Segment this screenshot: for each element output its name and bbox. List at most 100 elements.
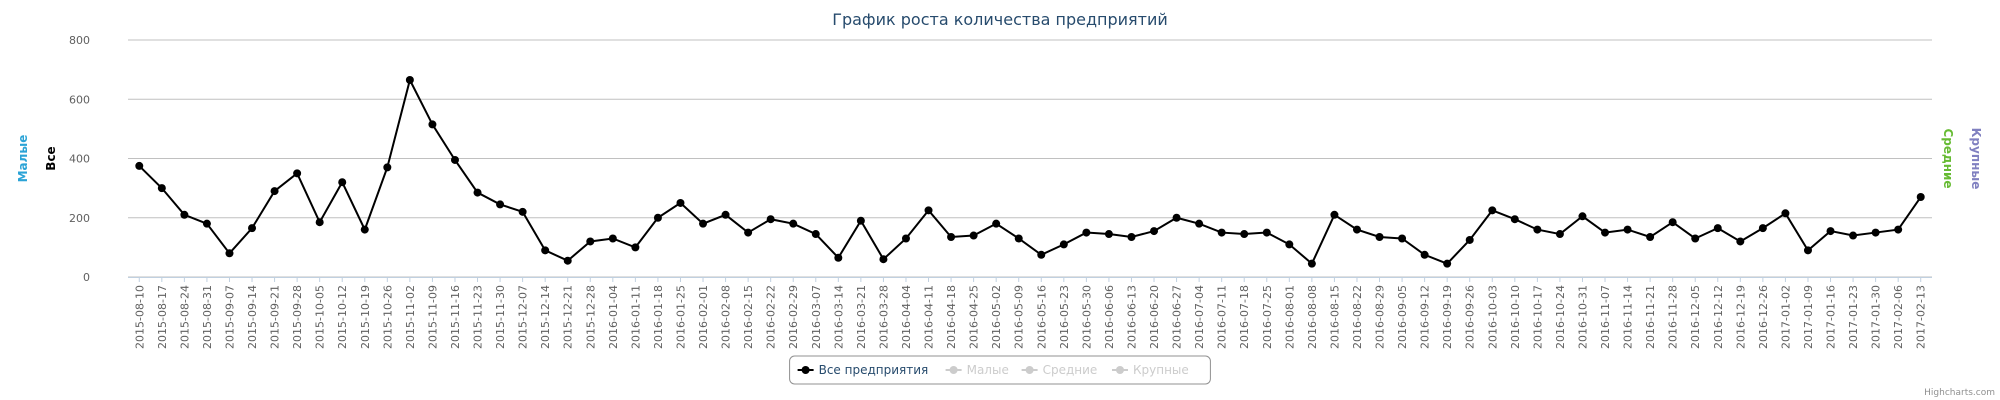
legend-marker (949, 366, 958, 374)
point (744, 228, 753, 237)
point (1668, 218, 1677, 227)
y-tick-label: 400 (69, 153, 90, 166)
point (699, 219, 708, 228)
x-tick-label: 2015-09-07 (223, 285, 236, 349)
x-tick-label: 2016-06-06 (1103, 285, 1116, 349)
point (293, 169, 302, 178)
x-tick-label: 2016-04-11 (923, 285, 936, 349)
point (338, 178, 347, 187)
point (789, 219, 798, 228)
x-tick-label: 2015-12-14 (539, 285, 552, 349)
point (1330, 210, 1339, 219)
x-tick-label: 2016-05-09 (1013, 285, 1026, 349)
legend-marker (1116, 366, 1124, 374)
x-tick-label: 2015-11-02 (404, 285, 417, 349)
point (947, 233, 956, 242)
x-tick-label: 2015-09-14 (246, 285, 259, 349)
legend-item[interactable]: Малые (945, 363, 1009, 377)
point (1578, 212, 1587, 221)
point (1014, 234, 1023, 243)
x-tick-label: 2015-11-16 (449, 285, 462, 349)
point (1601, 228, 1610, 237)
x-tick-label: 2016-04-04 (900, 285, 913, 349)
x-tick-label: 2016-06-20 (1148, 285, 1161, 349)
point (1916, 193, 1925, 202)
legend-item[interactable]: Крупные (1112, 363, 1189, 377)
x-tick-label: 2015-12-21 (562, 285, 575, 349)
y-axis-title: Малые (16, 135, 30, 183)
x-tick-label: 2016-12-05 (1689, 285, 1702, 349)
point (1849, 231, 1858, 240)
x-tick-label: 2016-12-26 (1757, 285, 1770, 349)
point (1623, 225, 1632, 234)
x-tick-label: 2015-08-17 (156, 285, 169, 349)
legend-box (789, 355, 1211, 385)
point (676, 198, 685, 207)
legend-item[interactable]: Средние (1021, 363, 1098, 377)
y-tick-label: 600 (69, 93, 90, 106)
x-tick-label: 2016-11-07 (1599, 285, 1612, 349)
x-tick-label: 2016-03-14 (832, 285, 845, 349)
x-tick-label: 2016-01-04 (607, 285, 620, 349)
point (563, 256, 572, 265)
point (834, 253, 843, 262)
point (721, 210, 730, 219)
y-axis-title: Средние (1941, 128, 1955, 188)
legend: Все предприятия Малые Средние Крупные (789, 355, 1211, 385)
x-tick-label: 2015-10-12 (336, 285, 349, 349)
point (248, 224, 257, 233)
point (496, 200, 505, 209)
point (1555, 230, 1564, 239)
point (541, 246, 550, 255)
x-tick-label: 2016-07-11 (1216, 285, 1229, 349)
point (1420, 250, 1429, 259)
point (1894, 225, 1903, 234)
x-tick-label: 2016-02-01 (697, 285, 710, 349)
x-tick-label: 2015-11-09 (426, 285, 439, 349)
x-tick-label: 2015-10-05 (314, 285, 327, 349)
point (1691, 234, 1700, 243)
point (1127, 233, 1136, 242)
x-tick-label: 2016-09-12 (1419, 285, 1432, 349)
x-tick-label: 2015-10-26 (381, 285, 394, 349)
point (1736, 237, 1745, 246)
point (1082, 228, 1091, 237)
point (586, 237, 595, 246)
x-tick-label: 2016-12-12 (1712, 285, 1725, 349)
point (653, 213, 662, 222)
point (360, 225, 369, 234)
x-tick-label: 2016-05-16 (1035, 285, 1048, 349)
point (766, 215, 775, 224)
y-axis-title: Крупные (1969, 128, 1983, 190)
point (1465, 235, 1474, 244)
point (1195, 219, 1204, 228)
point (1352, 225, 1361, 234)
x-tick-label: 2016-03-21 (855, 285, 868, 349)
point (405, 75, 414, 84)
x-tick-label: 2016-10-17 (1531, 285, 1544, 349)
point (1172, 213, 1181, 222)
legend-marker (801, 366, 810, 374)
credits[interactable]: Highcharts.com (1924, 388, 1995, 398)
point (608, 234, 617, 243)
point (631, 243, 640, 252)
point (1104, 230, 1113, 239)
point (225, 249, 234, 258)
point (1262, 228, 1271, 237)
point (180, 210, 189, 219)
x-tick-label: 2017-01-16 (1825, 285, 1838, 349)
point (856, 216, 865, 225)
x-tick-label: 2016-01-18 (652, 285, 665, 349)
point (202, 219, 211, 228)
x-tick-label: 2016-08-01 (1283, 285, 1296, 349)
point (924, 206, 933, 215)
x-tick-label: 2016-01-11 (629, 285, 642, 349)
x-tick-label: 2017-02-13 (1915, 285, 1928, 349)
y-tick-label: 0 (83, 271, 90, 284)
point (518, 207, 527, 216)
point (1871, 228, 1880, 237)
legend-item[interactable]: Все предприятия (797, 363, 929, 377)
chart-title: График роста количества предприятий (832, 10, 1168, 29)
x-tick-label: 2016-04-25 (968, 285, 981, 349)
